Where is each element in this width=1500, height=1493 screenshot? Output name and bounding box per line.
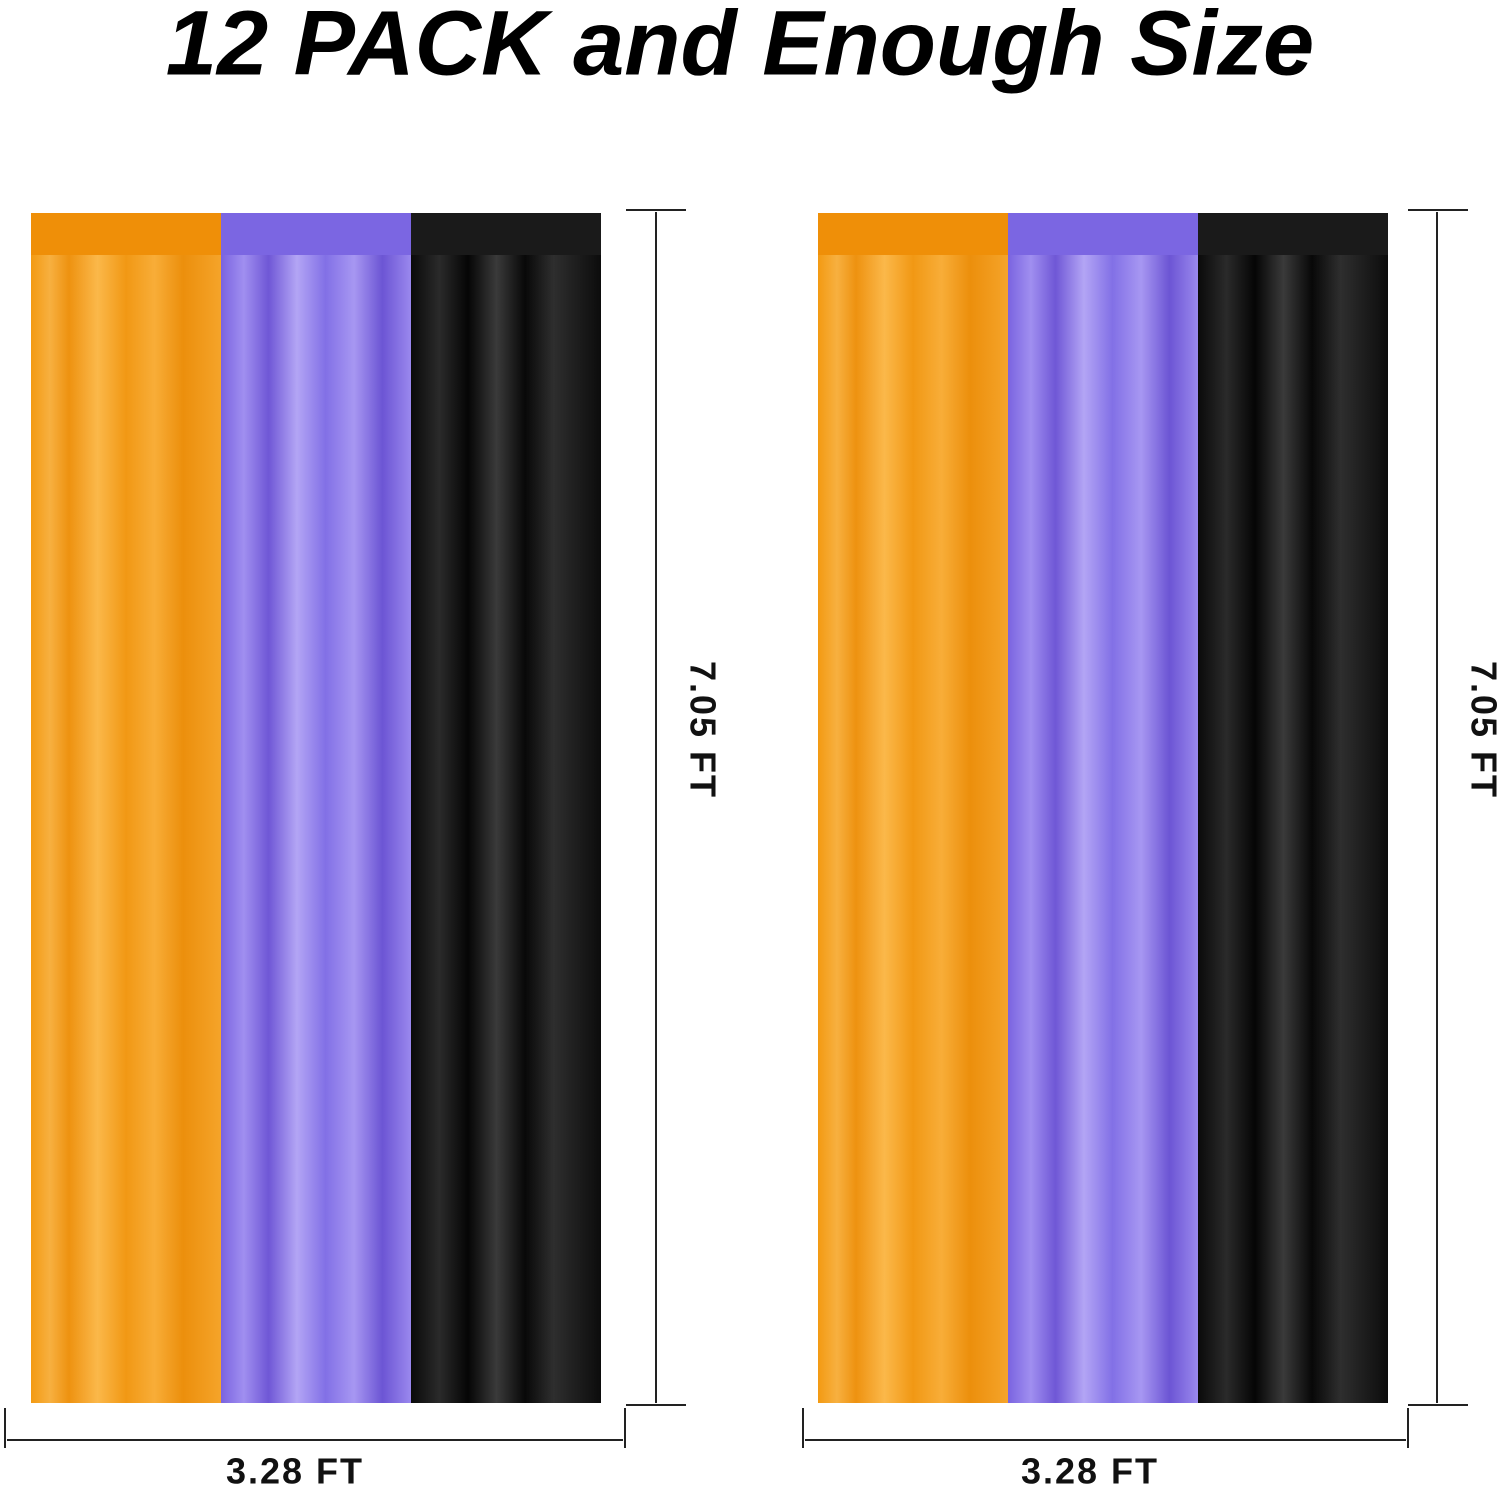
black-curtain [1198, 213, 1388, 1403]
curtain-header [1198, 213, 1388, 255]
title: 12 PACK and Enough Size [166, 0, 1314, 94]
height-label: 7.05 FT [1463, 661, 1500, 799]
orange-curtain [31, 213, 221, 1403]
curtain-header [31, 213, 221, 255]
purple-curtain [221, 213, 411, 1403]
height-label: 7.05 FT [682, 661, 723, 799]
curtain-set: 7.05 FT 3.28 FT [802, 209, 1500, 1492]
width-label: 3.28 FT [226, 1451, 364, 1492]
curtain-header [411, 213, 601, 255]
curtain-set: 7.05 FT 3.28 FT [4, 209, 723, 1492]
curtain-header [221, 213, 411, 255]
orange-curtain [818, 213, 1008, 1403]
black-curtain [411, 213, 601, 1403]
width-label: 3.28 FT [1021, 1451, 1159, 1492]
purple-curtain [1008, 213, 1198, 1403]
curtain-header [818, 213, 1008, 255]
curtain-header [1008, 213, 1198, 255]
